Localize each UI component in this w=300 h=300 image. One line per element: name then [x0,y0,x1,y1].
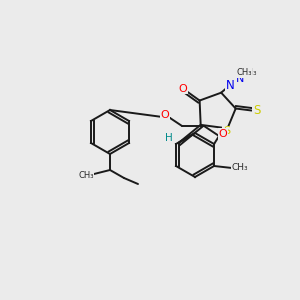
Text: N: N [236,74,244,84]
Text: O: O [161,110,170,120]
Text: CH₃: CH₃ [236,68,252,77]
Text: H: H [165,133,172,143]
Text: CH₃: CH₃ [241,68,257,77]
Text: N: N [226,79,235,92]
Text: S: S [223,126,230,136]
Text: S: S [253,104,260,117]
Text: O: O [219,129,227,139]
Text: CH₃: CH₃ [78,172,94,181]
Text: O: O [178,83,187,94]
Text: CH₃: CH₃ [232,164,248,172]
